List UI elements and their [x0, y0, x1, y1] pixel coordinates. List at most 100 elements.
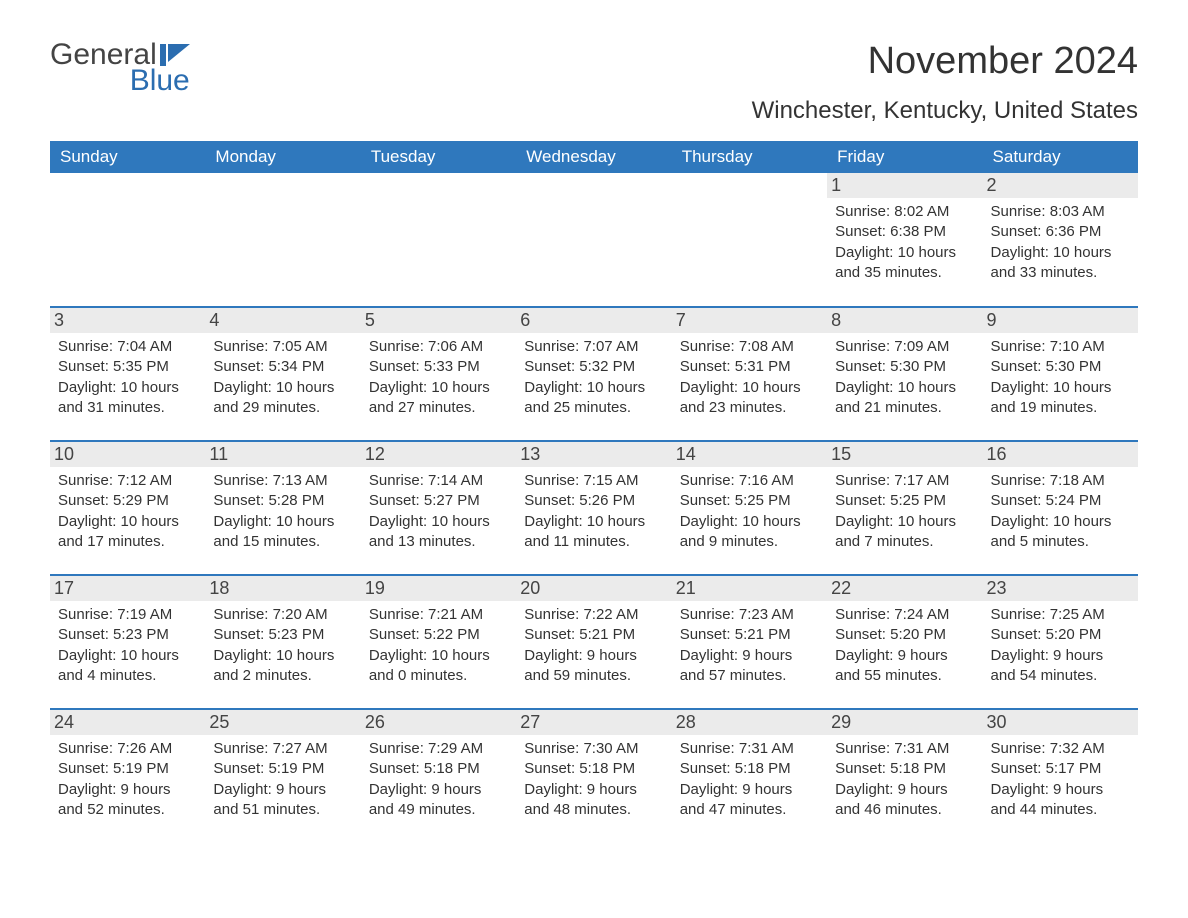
day-content: Sunrise: 7:32 AMSunset: 5:17 PMDaylight:…: [991, 739, 1130, 820]
daylight-text: Daylight: 10 hours and 27 minutes.: [369, 378, 508, 419]
sunrise-text: Sunrise: 7:12 AM: [58, 471, 197, 491]
sunrise-text: Sunrise: 7:13 AM: [213, 471, 352, 491]
day-header: Wednesday: [516, 141, 671, 173]
sunrise-text: Sunrise: 7:31 AM: [680, 739, 819, 759]
sunrise-text: Sunrise: 7:26 AM: [58, 739, 197, 759]
sunset-text: Sunset: 5:20 PM: [835, 625, 974, 645]
day-number: 8: [827, 308, 982, 333]
day-content: Sunrise: 7:16 AMSunset: 5:25 PMDaylight:…: [680, 471, 819, 552]
daylight-text: Daylight: 9 hours and 57 minutes.: [680, 646, 819, 687]
daylight-text: Daylight: 10 hours and 7 minutes.: [835, 512, 974, 553]
day-content: Sunrise: 7:14 AMSunset: 5:27 PMDaylight:…: [369, 471, 508, 552]
calendar-week-row: 17Sunrise: 7:19 AMSunset: 5:23 PMDayligh…: [50, 575, 1138, 709]
day-content: Sunrise: 7:05 AMSunset: 5:34 PMDaylight:…: [213, 337, 352, 418]
sunrise-text: Sunrise: 7:17 AM: [835, 471, 974, 491]
flag-icon: [160, 42, 190, 72]
day-content: Sunrise: 7:17 AMSunset: 5:25 PMDaylight:…: [835, 471, 974, 552]
sunrise-text: Sunrise: 7:31 AM: [835, 739, 974, 759]
sunset-text: Sunset: 5:33 PM: [369, 357, 508, 377]
day-content: Sunrise: 7:21 AMSunset: 5:22 PMDaylight:…: [369, 605, 508, 686]
month-title: November 2024: [752, 40, 1138, 83]
day-number: 15: [827, 442, 982, 467]
sunrise-text: Sunrise: 8:02 AM: [835, 202, 974, 222]
sunset-text: Sunset: 5:19 PM: [213, 759, 352, 779]
day-content: Sunrise: 7:25 AMSunset: 5:20 PMDaylight:…: [991, 605, 1130, 686]
day-number: 5: [361, 308, 516, 333]
day-number: 27: [516, 710, 671, 735]
daylight-text: Daylight: 9 hours and 55 minutes.: [835, 646, 974, 687]
daylight-text: Daylight: 10 hours and 15 minutes.: [213, 512, 352, 553]
sunset-text: Sunset: 5:18 PM: [369, 759, 508, 779]
calendar-day-cell: 1Sunrise: 8:02 AMSunset: 6:38 PMDaylight…: [827, 173, 982, 307]
calendar-day-cell: [516, 173, 671, 307]
calendar-day-cell: 22 Sunrise: 7:24 AMSunset: 5:20 PMDayligh…: [827, 575, 982, 709]
sunset-text: Sunset: 5:23 PM: [58, 625, 197, 645]
sunset-text: Sunset: 5:25 PM: [835, 491, 974, 511]
sunrise-text: Sunrise: 8:03 AM: [991, 202, 1130, 222]
day-header: Monday: [205, 141, 360, 173]
daylight-text: Daylight: 9 hours and 51 minutes.: [213, 780, 352, 821]
daylight-text: Daylight: 10 hours and 33 minutes.: [991, 243, 1130, 284]
day-number: 22: [827, 576, 982, 601]
day-content: Sunrise: 7:10 AMSunset: 5:30 PMDaylight:…: [991, 337, 1130, 418]
daylight-text: Daylight: 10 hours and 21 minutes.: [835, 378, 974, 419]
logo: General Blue: [50, 40, 190, 96]
sunset-text: Sunset: 5:32 PM: [524, 357, 663, 377]
sunset-text: Sunset: 5:29 PM: [58, 491, 197, 511]
day-number: 10: [50, 442, 205, 467]
sunrise-text: Sunrise: 7:05 AM: [213, 337, 352, 357]
sunset-text: Sunset: 5:21 PM: [680, 625, 819, 645]
daylight-text: Daylight: 9 hours and 44 minutes.: [991, 780, 1130, 821]
sunrise-text: Sunrise: 7:14 AM: [369, 471, 508, 491]
day-number: 26: [361, 710, 516, 735]
calendar-day-cell: 10Sunrise: 7:12 AMSunset: 5:29 PMDayligh…: [50, 441, 205, 575]
day-content: Sunrise: 7:04 AMSunset: 5:35 PMDaylight:…: [58, 337, 197, 418]
sunrise-text: Sunrise: 7:07 AM: [524, 337, 663, 357]
day-content: Sunrise: 7:24 AMSunset: 5:20 PMDaylight:…: [835, 605, 974, 686]
day-content: Sunrise: 8:02 AMSunset: 6:38 PMDaylight:…: [835, 202, 974, 283]
sunset-text: Sunset: 5:30 PM: [991, 357, 1130, 377]
sunset-text: Sunset: 5:19 PM: [58, 759, 197, 779]
day-content: Sunrise: 7:20 AMSunset: 5:23 PMDaylight:…: [213, 605, 352, 686]
day-content: Sunrise: 8:03 AMSunset: 6:36 PMDaylight:…: [991, 202, 1130, 283]
day-number: 25: [205, 710, 360, 735]
day-number: 19: [361, 576, 516, 601]
sunset-text: Sunset: 6:38 PM: [835, 222, 974, 242]
sunrise-text: Sunrise: 7:04 AM: [58, 337, 197, 357]
sunset-text: Sunset: 5:18 PM: [524, 759, 663, 779]
daylight-text: Daylight: 9 hours and 49 minutes.: [369, 780, 508, 821]
calendar-day-cell: [50, 173, 205, 307]
daylight-text: Daylight: 9 hours and 52 minutes.: [58, 780, 197, 821]
day-header-row: Sunday Monday Tuesday Wednesday Thursday…: [50, 141, 1138, 173]
daylight-text: Daylight: 9 hours and 54 minutes.: [991, 646, 1130, 687]
daylight-text: Daylight: 10 hours and 2 minutes.: [213, 646, 352, 687]
sunset-text: Sunset: 5:35 PM: [58, 357, 197, 377]
location-label: Winchester, Kentucky, United States: [752, 97, 1138, 125]
sunrise-text: Sunrise: 7:24 AM: [835, 605, 974, 625]
calendar-day-cell: 4Sunrise: 7:05 AMSunset: 5:34 PMDaylight…: [205, 307, 360, 441]
sunset-text: Sunset: 5:25 PM: [680, 491, 819, 511]
calendar-day-cell: 6Sunrise: 7:07 AMSunset: 5:32 PMDaylight…: [516, 307, 671, 441]
day-content: Sunrise: 7:15 AMSunset: 5:26 PMDaylight:…: [524, 471, 663, 552]
title-block: November 2024 Winchester, Kentucky, Unit…: [752, 40, 1138, 135]
calendar-week-row: 24Sunrise: 7:26 AMSunset: 5:19 PMDayligh…: [50, 709, 1138, 843]
calendar-day-cell: 12Sunrise: 7:14 AMSunset: 5:27 PMDayligh…: [361, 441, 516, 575]
calendar-day-cell: 24Sunrise: 7:26 AMSunset: 5:19 PMDayligh…: [50, 709, 205, 843]
calendar-day-cell: [672, 173, 827, 307]
daylight-text: Daylight: 10 hours and 4 minutes.: [58, 646, 197, 687]
calendar-day-cell: 13Sunrise: 7:15 AMSunset: 5:26 PMDayligh…: [516, 441, 671, 575]
sunrise-text: Sunrise: 7:22 AM: [524, 605, 663, 625]
day-header: Friday: [827, 141, 982, 173]
calendar-day-cell: 23Sunrise: 7:25 AMSunset: 5:20 PMDayligh…: [983, 575, 1138, 709]
sunrise-text: Sunrise: 7:06 AM: [369, 337, 508, 357]
daylight-text: Daylight: 10 hours and 11 minutes.: [524, 512, 663, 553]
sunrise-text: Sunrise: 7:23 AM: [680, 605, 819, 625]
sunset-text: Sunset: 5:30 PM: [835, 357, 974, 377]
day-number: 16: [983, 442, 1138, 467]
sunset-text: Sunset: 5:27 PM: [369, 491, 508, 511]
calendar-day-cell: 21Sunrise: 7:23 AMSunset: 5:21 PMDayligh…: [672, 575, 827, 709]
daylight-text: Daylight: 9 hours and 47 minutes.: [680, 780, 819, 821]
calendar-week-row: 10 Sunrise: 7:12 AMSunset: 5:29 PM Dayligh…: [50, 441, 1138, 575]
calendar-day-cell: 27Sunrise: 7:30 AMSunset: 5:18 PMDayligh…: [516, 709, 671, 843]
day-content: Sunrise: 7:31 AMSunset: 5:18 PMDaylight:…: [680, 739, 819, 820]
